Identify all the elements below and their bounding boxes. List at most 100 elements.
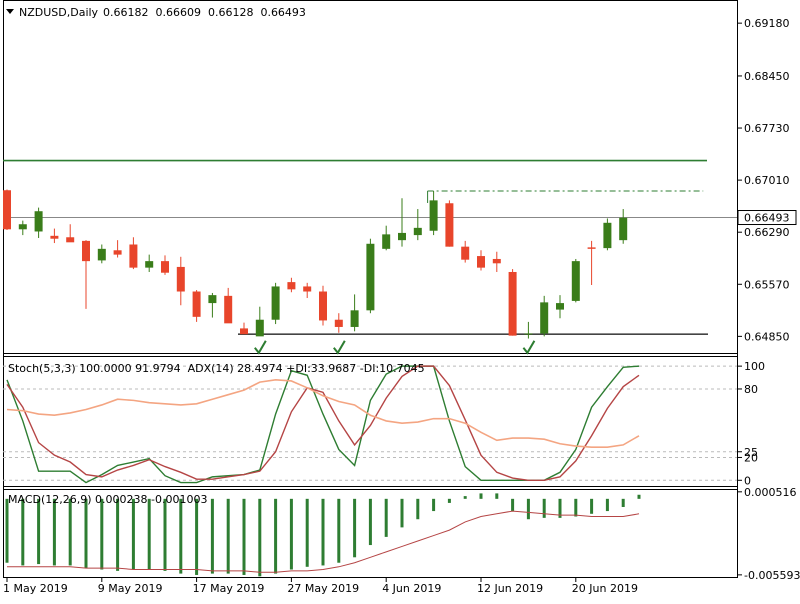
stoch-axis-tick-label: 20 [744,451,758,464]
candle-body [129,244,138,268]
macd-histogram-bar [463,496,467,499]
macd-histogram-bar [226,498,230,574]
macd-histogram-bar [605,498,609,512]
date-axis-label: 4 Jun 2019 [382,582,441,595]
macd-histogram-bar [384,498,388,537]
candle-body [619,217,628,241]
candle-body [603,222,612,249]
price-axis-tick-label: 0.65570 [744,278,790,291]
macd-signal-line [7,510,640,573]
candle-body [176,266,185,292]
current-price-box [737,210,797,226]
candle-body [445,203,454,247]
candle-body [161,261,169,273]
macd-histogram-bar [195,498,199,575]
candle-body [461,246,470,260]
checkmark-icon [522,340,536,355]
candle-body [429,200,438,231]
candle-body [18,224,27,230]
macd-histogram-bar [368,498,372,546]
date-axis-label: 27 May 2019 [287,582,359,595]
macd-histogram-bar [37,498,41,565]
stoch-pane-title: Stoch(5,3,3) 100.0000 91.9794 ADX(14) 28… [8,362,425,375]
macd-histogram-bar [495,493,499,499]
candle-body [66,237,75,243]
macd-histogram-bar [52,498,56,566]
macd-pane [5,493,641,577]
stochastic-pane [3,365,737,484]
candle-body [477,256,485,268]
macd-histogram-bar [242,498,246,575]
checkmark-icon [333,340,346,355]
macd-histogram-bar [321,498,325,566]
macd-histogram-bar [574,498,578,517]
candle-body [334,319,343,327]
macd-histogram-bar [274,498,278,574]
candle-body [319,291,327,321]
price-axis-tick-label: 0.67010 [744,174,790,187]
macd-axis-tick-label: -0.005593 [744,569,800,582]
macd-histogram-bar [5,498,9,563]
candle-body [587,247,596,249]
macd-histogram-bar [21,498,25,566]
macd-histogram-bar [116,498,120,571]
macd-histogram-bar [147,498,151,570]
macd-histogram-bar [131,498,135,570]
date-axis-label: 9 May 2019 [98,582,163,595]
macd-pane-title: MACD(12,26,9) 0.000238 -0.001003 [8,493,207,506]
macd-axis-tick-label: 0.000516 [744,486,797,499]
candle-body [192,291,201,317]
macd-histogram-bar [100,498,104,570]
macd-histogram-bar [447,498,451,503]
date-axis-label: 17 May 2019 [193,582,265,595]
macd-histogram-bar [353,498,357,558]
macd-histogram-bar [511,498,515,512]
price-axis-tick-label: 0.66290 [744,226,790,239]
macd-histogram-bar [210,498,214,574]
candle-body [540,302,549,334]
current-price-label: 0.66493 [744,212,790,225]
candle-body [508,271,517,336]
macd-histogram-bar [416,498,420,520]
candle-body [524,333,533,335]
candle-body [208,295,217,304]
candle-body [398,232,406,241]
candle-body [3,190,11,230]
candle-body [34,211,43,232]
macd-histogram-bar [526,498,530,520]
macd-histogram-bar [179,498,183,574]
candle-body [382,234,391,249]
candle-body [255,319,264,337]
macd-histogram-bar [84,498,88,569]
candle-body [366,243,375,311]
collapse-triangle-icon[interactable] [6,9,14,14]
macd-histogram-bar [637,494,641,499]
date-axis-label: 1 May 2019 [3,582,68,595]
candle-body [224,295,233,324]
candle-body [240,328,248,335]
price-axis-tick-label: 0.68450 [744,70,790,83]
macd-histogram-bar [337,498,341,563]
stoch-axis-tick-label: 80 [744,383,758,396]
checkmark-icon [254,340,267,355]
candle-body [287,282,296,290]
candle-body [571,261,580,301]
macd-histogram-bar [258,498,262,577]
stoch-series-line-2 [6,379,640,448]
price-axis-tick-label: 0.69180 [744,17,790,30]
price-axis-tick-label: 0.64850 [744,330,790,343]
axis-labels: 0.69180 0.68450 0.67730 0.67010 0.66290 0.655… [3,17,800,595]
date-axis-label: 12 Jun 2019 [477,582,543,595]
macd-histogram-bar [542,498,546,518]
macd-histogram-bar [163,498,167,571]
macd-histogram-bar [289,498,293,570]
stoch-series-line-1 [6,365,640,481]
candle-body [350,310,359,327]
macd-histogram-bar [558,498,562,518]
macd-histogram-bar [590,498,594,514]
candle-body [82,240,90,262]
candle-body [556,303,564,310]
candle-body [271,286,280,320]
